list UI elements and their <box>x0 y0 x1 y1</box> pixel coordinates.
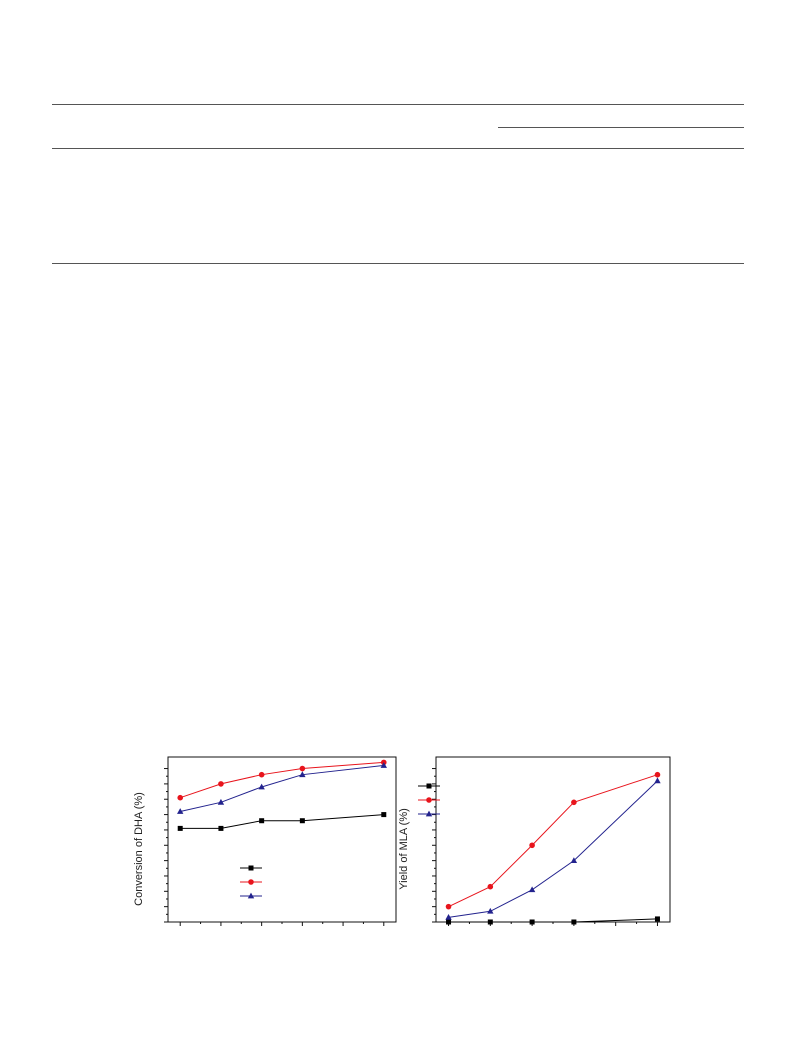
table-top-rule <box>52 104 744 105</box>
data-point <box>445 913 452 920</box>
plot-frame <box>167 756 397 923</box>
table-bottom-rule <box>52 263 744 264</box>
series-line <box>448 780 658 918</box>
data-point <box>528 886 536 893</box>
data-point <box>529 842 535 849</box>
data-point <box>259 818 265 824</box>
legend-marker <box>425 810 433 817</box>
dha-conversion-chart: Conversion of DHA (%) <box>133 756 397 926</box>
data-point <box>654 916 660 922</box>
series-2 <box>445 771 661 910</box>
series-1 <box>446 916 660 925</box>
legend-marker <box>426 783 432 789</box>
legend <box>418 783 440 817</box>
series-line <box>180 764 384 813</box>
series-line <box>180 814 384 829</box>
series-line <box>180 761 384 799</box>
series-3 <box>445 777 661 920</box>
legend-marker <box>426 797 432 803</box>
data-point <box>177 825 183 831</box>
legend <box>240 865 262 899</box>
mla-yield-chart: Yield of MLA (%) <box>398 756 671 926</box>
data-point <box>529 919 535 925</box>
series-3 <box>177 762 387 814</box>
data-point <box>654 771 661 778</box>
data-point <box>299 771 306 778</box>
data-point <box>177 808 184 814</box>
data-point <box>258 771 265 778</box>
data-point <box>218 781 224 787</box>
data-point <box>299 765 306 772</box>
data-point <box>299 818 305 824</box>
series-line <box>448 774 658 908</box>
data-point <box>571 799 577 806</box>
data-point <box>487 883 494 890</box>
data-point <box>177 794 184 801</box>
data-point <box>218 825 224 831</box>
data-point <box>445 903 452 910</box>
table-header-rule <box>52 148 744 149</box>
y-axis-label: Yield of MLA (%) <box>398 808 410 890</box>
legend-marker <box>248 879 254 885</box>
legend-marker <box>248 865 254 871</box>
legend-marker <box>247 892 255 899</box>
data-point <box>258 783 265 790</box>
data-point <box>217 798 225 805</box>
data-point <box>487 919 493 925</box>
data-point <box>380 762 387 768</box>
series-2 <box>177 759 387 801</box>
data-point <box>381 812 387 818</box>
data-point <box>446 919 452 925</box>
series-1 <box>177 812 387 831</box>
data-point <box>654 777 661 784</box>
data-point <box>570 857 578 864</box>
data-point <box>571 919 577 925</box>
table-column-group-rule <box>498 127 744 128</box>
data-point <box>487 907 494 914</box>
y-axis-label: Conversion of DHA (%) <box>133 792 145 906</box>
